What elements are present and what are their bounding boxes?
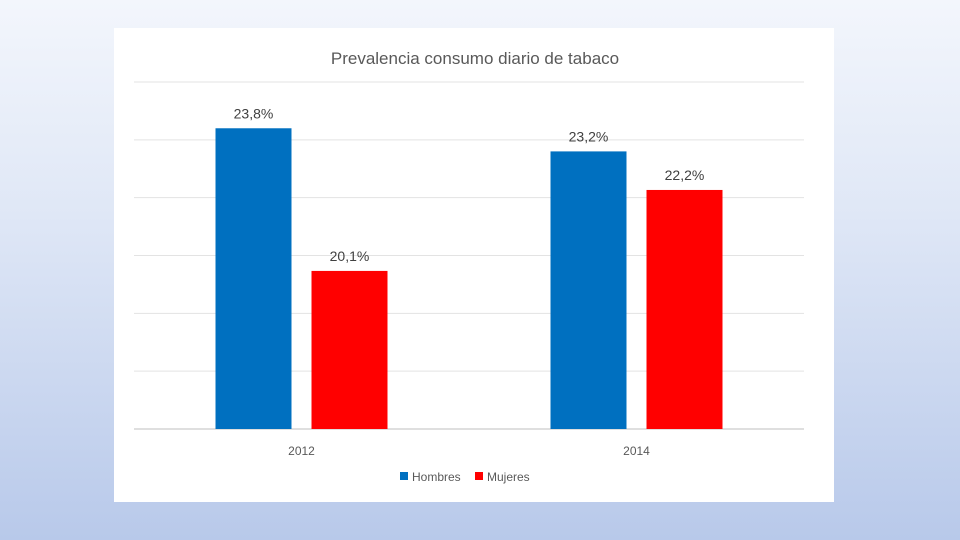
bar-hombres-2012: [215, 128, 292, 429]
data-labels: 23,8% 20,1% 23,2% 22,2%: [234, 105, 705, 264]
legend-label-hombres: Hombres: [412, 470, 461, 484]
legend-swatch-hombres: [400, 472, 408, 480]
bars: [215, 128, 723, 429]
bar-mujeres-2012: [311, 270, 388, 429]
data-label: 23,8%: [234, 105, 274, 121]
data-label: 22,2%: [665, 167, 705, 183]
legend-swatch-mujeres: [475, 472, 483, 480]
bar-mujeres-2014: [646, 189, 723, 429]
data-label: 23,2%: [569, 128, 609, 144]
bar-chart: Prevalencia consumo diario de tabaco 23,…: [134, 49, 804, 484]
x-tick-label: 2012: [288, 444, 315, 458]
data-label: 20,1%: [330, 248, 370, 264]
x-axis-ticks: 2012 2014: [288, 444, 650, 458]
legend: Hombres Mujeres: [400, 470, 530, 484]
chart-title: Prevalencia consumo diario de tabaco: [331, 49, 619, 68]
x-tick-label: 2014: [623, 444, 650, 458]
bar-hombres-2014: [550, 151, 627, 429]
chart-panel: Prevalencia consumo diario de tabaco 23,…: [114, 28, 834, 502]
legend-label-mujeres: Mujeres: [487, 470, 530, 484]
